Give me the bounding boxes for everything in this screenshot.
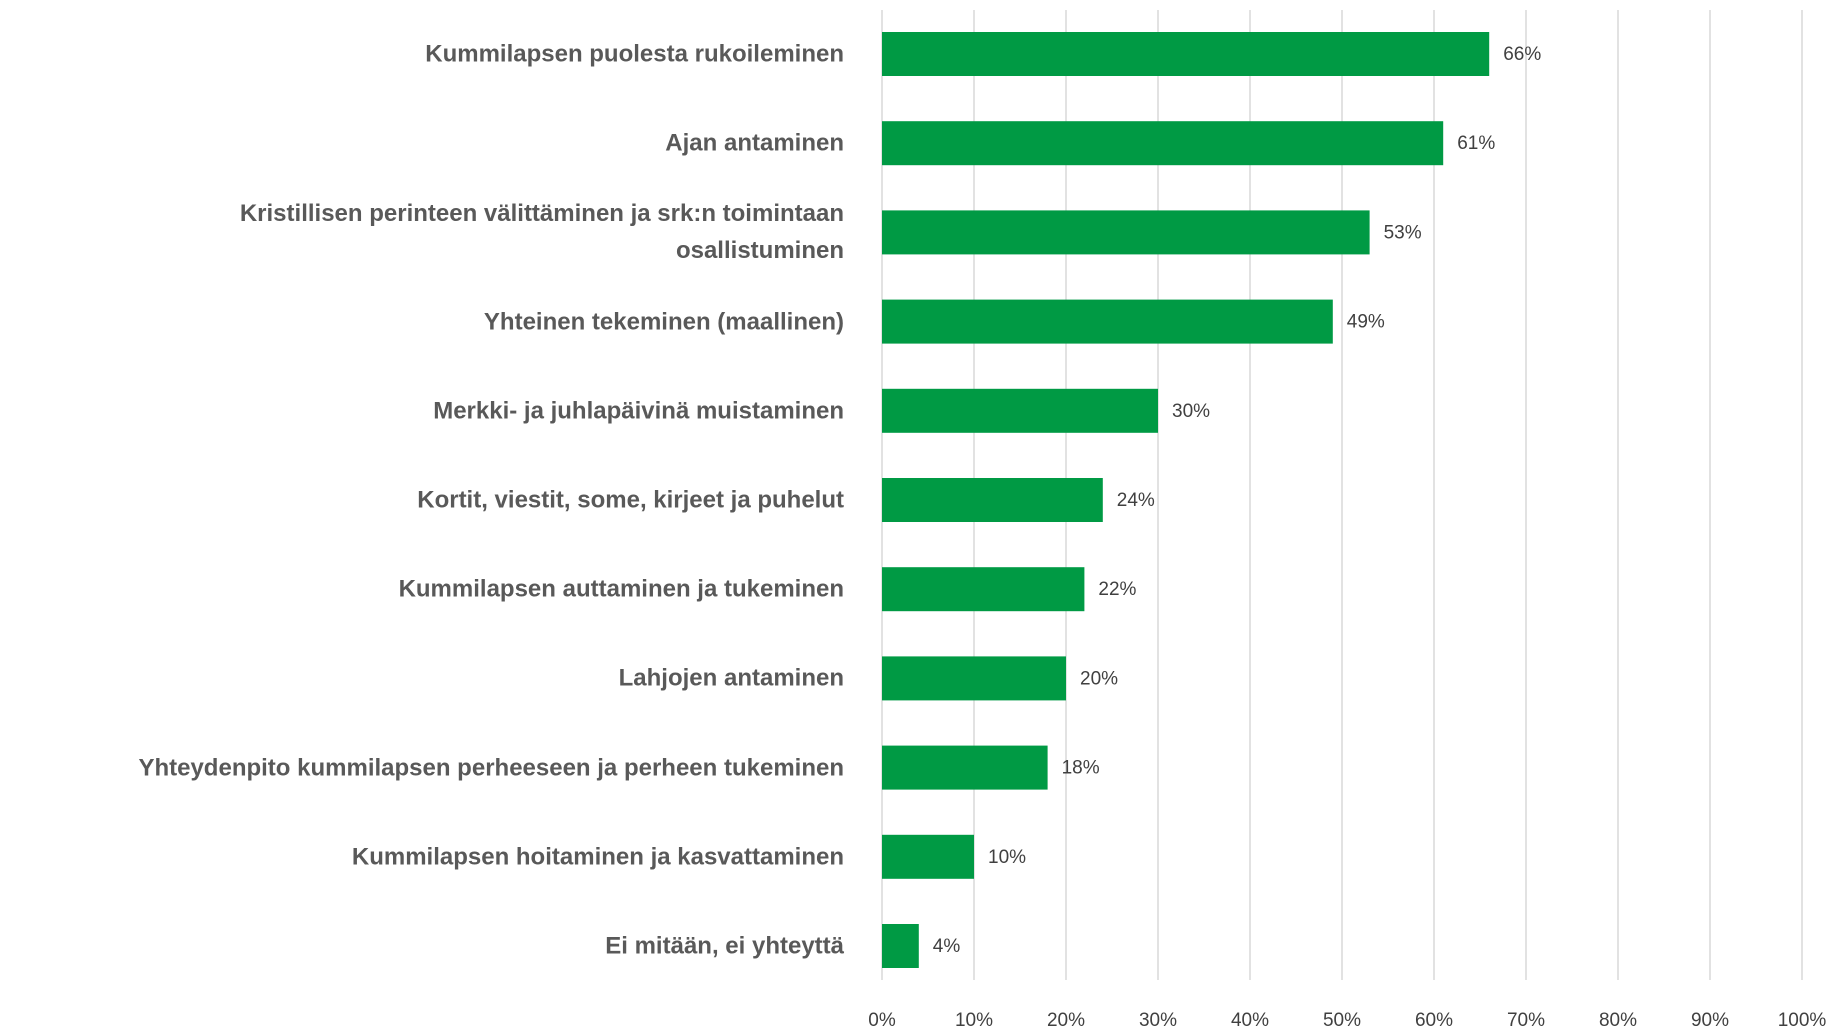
x-tick-label: 50% bbox=[1323, 1010, 1361, 1031]
x-tick-label: 0% bbox=[868, 1010, 896, 1031]
bar bbox=[882, 834, 974, 879]
bar bbox=[882, 478, 1103, 522]
bar bbox=[882, 121, 1444, 166]
x-tick-label: 70% bbox=[1507, 1010, 1545, 1031]
data-label: 53% bbox=[1384, 222, 1422, 243]
data-label: 20% bbox=[1080, 668, 1118, 689]
x-tick-label: 100% bbox=[1778, 1010, 1827, 1031]
x-tick-label: 90% bbox=[1691, 1010, 1729, 1031]
category-label: Kummilapsen hoitaminen ja kasvattaminen bbox=[351, 843, 844, 871]
data-label: 24% bbox=[1117, 490, 1155, 511]
category-label: Merkki- ja juhlapäivinä muistaminen bbox=[433, 397, 844, 425]
data-label: 66% bbox=[1503, 44, 1541, 65]
category-label: Ajan antaminen bbox=[665, 129, 844, 157]
category-label: Yhteinen tekeminen (maallinen) bbox=[483, 308, 844, 336]
category-label: Kristillisen perinteen välittäminen ja s… bbox=[239, 200, 844, 265]
bar bbox=[882, 210, 1370, 255]
bar bbox=[882, 299, 1333, 344]
category-label: Kummilapsen puolesta rukoileminen bbox=[425, 40, 844, 68]
bar bbox=[882, 32, 1490, 76]
data-label: 30% bbox=[1172, 401, 1210, 422]
x-tick-label: 30% bbox=[1139, 1010, 1177, 1031]
category-label: Kummilapsen auttaminen ja tukeminen bbox=[398, 575, 844, 603]
category-label: Kortit, viestit, some, kirjeet ja puhelu… bbox=[417, 486, 844, 514]
x-tick-label: 20% bbox=[1047, 1010, 1085, 1031]
data-label: 22% bbox=[1098, 579, 1136, 600]
bar bbox=[882, 656, 1066, 701]
bar bbox=[882, 924, 919, 968]
category-label: Ei mitään, ei yhteyttä bbox=[605, 932, 844, 960]
data-label: 49% bbox=[1347, 312, 1385, 333]
data-label: 4% bbox=[933, 936, 961, 957]
x-tick-label: 80% bbox=[1599, 1010, 1637, 1031]
bar bbox=[882, 567, 1085, 612]
data-label: 10% bbox=[988, 847, 1026, 868]
category-label: Yhteydenpito kummilapsen perheeseen ja p… bbox=[138, 754, 844, 782]
data-label: 61% bbox=[1457, 133, 1495, 154]
bar bbox=[882, 745, 1048, 790]
bar bbox=[882, 388, 1158, 433]
x-tick-label: 40% bbox=[1231, 1010, 1269, 1031]
data-label: 18% bbox=[1062, 758, 1100, 779]
x-tick-label: 10% bbox=[955, 1010, 993, 1031]
category-label: Lahjojen antaminen bbox=[618, 664, 844, 692]
x-tick-label: 60% bbox=[1415, 1010, 1453, 1031]
